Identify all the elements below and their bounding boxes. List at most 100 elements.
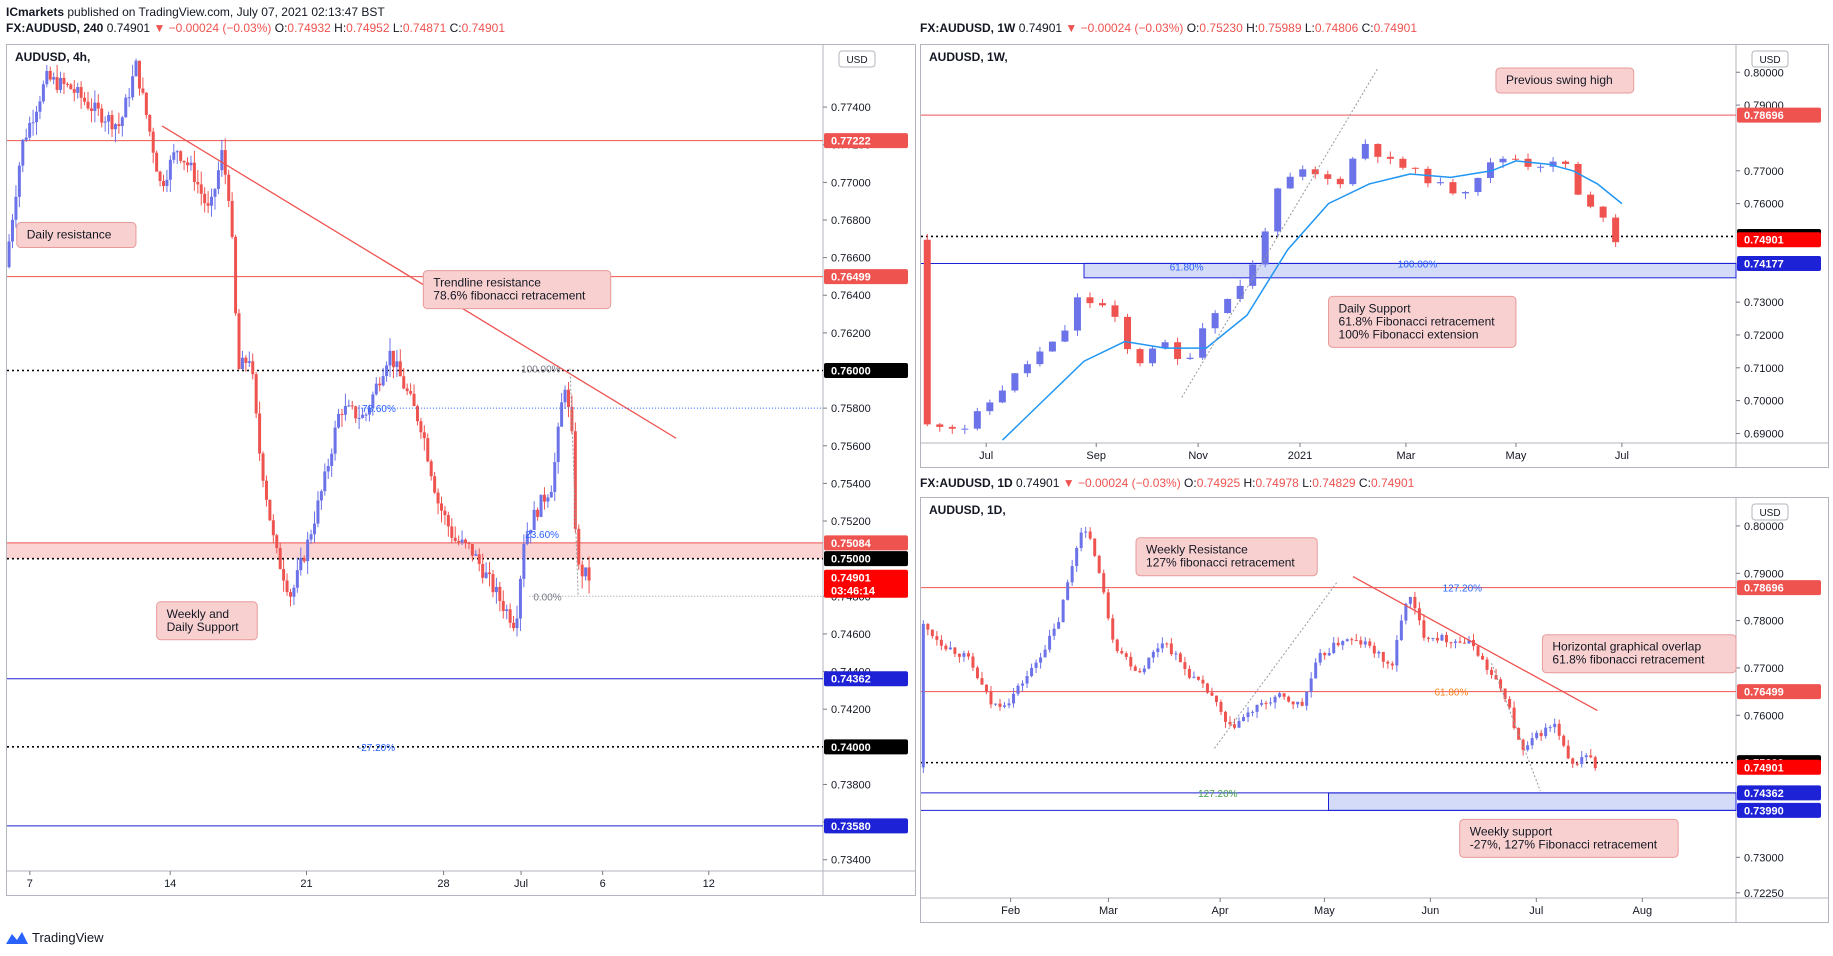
price-tick-label: 0.70000 — [1744, 396, 1784, 408]
candle-body — [192, 162, 196, 182]
candle-body — [86, 101, 90, 109]
price-tick-label: 0.80000 — [1744, 521, 1784, 533]
candle-body — [1386, 156, 1394, 159]
candle-body — [926, 623, 930, 630]
candle-body — [230, 200, 234, 237]
time-tick-label: 6 — [600, 878, 606, 890]
currency-label: USD — [846, 55, 867, 66]
candle-body — [89, 108, 93, 111]
candle-body — [1503, 688, 1507, 700]
fib-label: -27.20% — [358, 743, 395, 754]
candle-body — [1142, 668, 1146, 673]
candle-body — [213, 188, 217, 197]
candle-body — [518, 578, 522, 619]
candle-body — [1449, 182, 1457, 194]
chart-1w-svg[interactable]: 0.800000.790000.770000.760000.730000.720… — [921, 45, 1828, 467]
fib-label: 78.60% — [362, 404, 396, 415]
candle-body — [1535, 732, 1539, 739]
candle-body — [577, 528, 581, 565]
candle-body — [1336, 178, 1344, 185]
candle-body — [168, 159, 172, 180]
candle-body — [1233, 724, 1237, 728]
candle-body — [930, 629, 934, 637]
candle-body — [361, 414, 365, 418]
chart-1d-svg[interactable]: 0.80000 0.79000 0.78000 0.77000 0.76000 0.730… — [921, 498, 1828, 922]
candle-body — [948, 426, 956, 429]
fib-diagonal — [1491, 663, 1541, 792]
price-tag-label: 0.74901 — [831, 572, 871, 584]
candle-body — [117, 124, 121, 127]
candle-body — [1174, 342, 1182, 359]
high-value: 0.75989 — [1258, 21, 1302, 35]
annotation-text: Daily resistance — [27, 228, 112, 242]
candle-body — [1057, 622, 1061, 629]
price-tick-label: 0.77000 — [1744, 663, 1784, 675]
candle-body — [1210, 692, 1214, 696]
price-tick-label: 0.75400 — [831, 478, 871, 490]
candle-body — [1436, 182, 1444, 184]
candle-body — [31, 122, 35, 124]
chart-panel-1w[interactable]: 0.80000 0.79000 0.77000 0.76000 0.73000 0.720… — [920, 44, 1829, 468]
candle-body — [450, 526, 454, 538]
candle-body — [426, 438, 430, 462]
price-tick-label: 0.77000 — [831, 177, 871, 189]
candle-body — [563, 389, 567, 403]
candle-body — [93, 102, 97, 111]
candle-body — [1544, 727, 1548, 737]
candle-body — [1309, 678, 1313, 692]
candle-body — [10, 219, 14, 242]
candle-body — [1073, 297, 1081, 331]
price-tick-label: 0.73800 — [831, 779, 871, 791]
time-tick-label: Jul — [514, 878, 528, 890]
candle-body — [948, 647, 952, 650]
symbol-line-1w: FX:AUDUSD, 1W 0.74901 ▼ −0.00024 (−0.03%… — [920, 21, 1417, 35]
candle-body — [1111, 618, 1115, 640]
candle-body — [1228, 721, 1232, 725]
chart-panel-4h[interactable]: 0.774000.772000.770000.768000.766000.764… — [6, 44, 916, 896]
candle-body — [107, 115, 111, 122]
chart-panel-1d[interactable]: 0.80000 0.79000 0.78000 0.77000 0.76000 0.730… — [920, 497, 1829, 923]
annotation-callout — [422, 270, 612, 310]
candle-body — [971, 656, 975, 668]
candle-body — [1580, 757, 1584, 765]
candle-body — [1147, 657, 1151, 669]
candle-body — [1426, 637, 1430, 639]
chart-4h-svg[interactable]: 0.774000.772000.770000.768000.766000.764… — [7, 45, 915, 895]
candle-body — [1444, 635, 1448, 643]
candle-body — [1149, 348, 1157, 364]
annotation-text: Weekly support — [1470, 824, 1553, 838]
candle-body — [131, 76, 135, 98]
candle-body — [1299, 169, 1307, 177]
candle-body — [989, 691, 993, 705]
candle-body — [532, 509, 536, 530]
candle-body — [1048, 341, 1056, 352]
price-tick-label: 0.76200 — [831, 328, 871, 340]
candle-body — [1458, 641, 1462, 643]
price-tag — [1737, 255, 1821, 271]
price-tick-label: 0.75600 — [831, 441, 871, 453]
candle-body — [1517, 727, 1521, 740]
candle-body — [1526, 745, 1530, 750]
candle-body — [1079, 532, 1083, 548]
candle-body — [309, 534, 313, 540]
candle-body — [76, 87, 80, 93]
low-value: 0.74806 — [1314, 21, 1359, 35]
candle-body — [477, 554, 481, 564]
candle-body — [457, 540, 461, 543]
candle-body — [1562, 735, 1566, 746]
trendline — [1352, 576, 1598, 712]
annotation-callout — [1135, 537, 1318, 577]
candle-body — [412, 393, 416, 407]
price-tick-label: 0.76400 — [831, 290, 871, 302]
candle-body — [223, 150, 227, 175]
candle-body — [1025, 676, 1029, 684]
candle-body — [1386, 661, 1390, 664]
candle-body — [998, 703, 1002, 707]
open-value: 0.74925 — [1196, 476, 1241, 490]
candle-body — [1273, 696, 1277, 703]
candle-body — [391, 350, 395, 368]
candle-body — [172, 152, 176, 160]
close-value: 0.74901 — [1370, 476, 1415, 490]
candle-body — [41, 84, 45, 102]
symbol-name: FX:AUDUSD, 240 — [6, 21, 104, 35]
